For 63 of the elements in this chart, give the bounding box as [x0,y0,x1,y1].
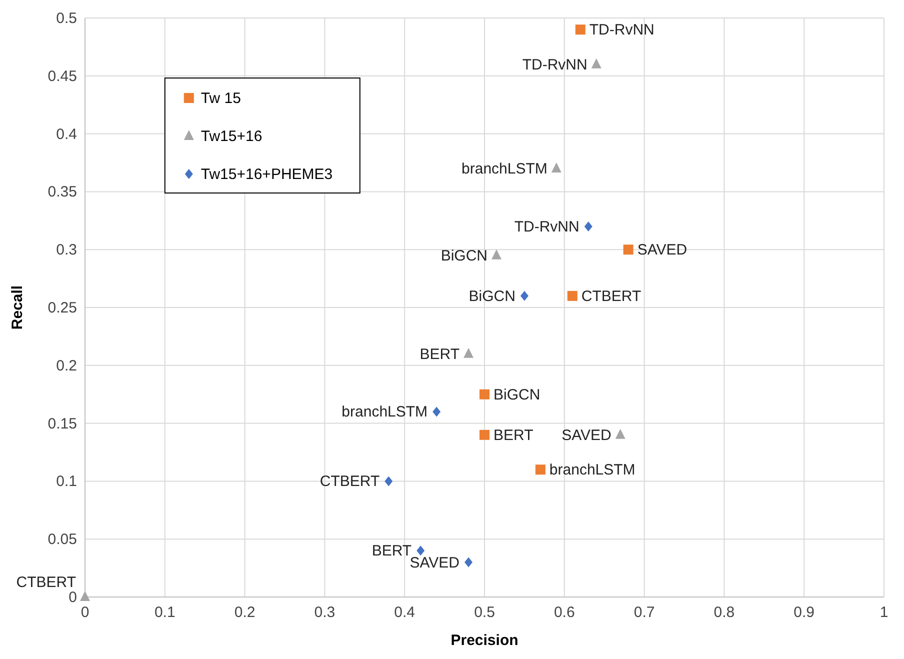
data-label: branchLSTM [342,404,428,421]
point [384,476,393,486]
y-tick-label: 0.1 [56,473,77,490]
y-tick-label: 0.5 [56,10,77,27]
data-label: BiGCN [494,386,540,404]
point [584,221,592,232]
y-tick-label: 0.25 [48,300,77,316]
point [591,58,602,68]
point [416,546,425,556]
x-axis-title: Precision [450,632,518,649]
y-tick-label: 0.4 [56,126,77,143]
data-label: CTBERT [320,473,380,490]
data-label: BiGCN [440,247,488,264]
point [623,244,634,255]
y-tick-label: 0.3 [56,242,77,259]
data-label: BERT [420,346,460,363]
point [480,430,490,440]
point [551,162,562,173]
data-label: TD-RvNN [514,218,580,236]
y-tick-label: 0.05 [48,531,77,548]
x-tick-label: 0.9 [794,604,815,621]
x-tick-label: 0.4 [394,604,416,621]
x-tick-label: 0 [80,604,90,621]
x-tick-label: 0.6 [554,604,575,621]
data-label: branchLSTM [462,160,548,178]
data-label: BERT [494,426,534,444]
point [432,406,441,417]
x-tick-label: 0.3 [314,604,336,621]
point [480,389,490,400]
data-label: TD-RvNN [589,22,654,39]
data-label: BERT [372,542,412,560]
point [615,428,626,439]
legend-label: Tw 15 [200,90,241,107]
x-tick-label: 0.1 [154,604,176,621]
point [464,557,473,568]
x-tick-label: 0.5 [474,604,495,621]
data-label: CTBERT [16,574,76,591]
point [491,249,502,260]
point [567,290,578,301]
point [464,348,474,358]
point [535,464,546,475]
y-tick-label: 0.2 [56,357,77,374]
data-label: CTBERT [581,288,642,305]
y-tick-label: 0.35 [48,184,77,201]
y-tick-label: 0 [68,589,77,606]
data-label: BiGCN [468,288,516,305]
data-label: SAVED [562,426,612,444]
x-tick-label: 1 [880,604,888,621]
point [520,290,528,301]
y-axis-title: Recall [9,285,26,330]
data-label: branchLSTM [549,462,636,479]
y-tick-label: 0.15 [48,415,77,432]
x-tick-label: 0.8 [714,604,735,621]
data-label: TD-RvNN [522,56,588,74]
x-tick-label: 0.7 [634,604,655,621]
legend-label: Tw15+16+PHEME3 [200,166,333,183]
data-label: SAVED [637,242,688,259]
y-tick-label: 0.45 [48,68,77,85]
data-label: SAVED [410,554,460,572]
x-tick-label: 0.2 [234,604,256,621]
point [575,24,586,35]
legend-label: Tw15+16 [200,128,262,145]
point [80,591,90,601]
